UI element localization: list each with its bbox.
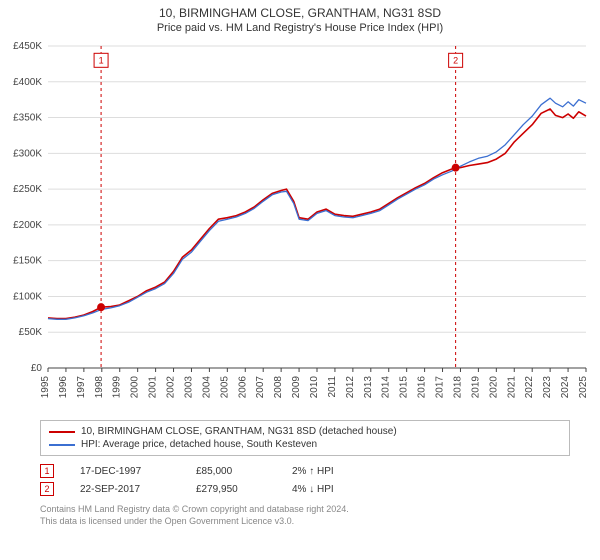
svg-text:2006: 2006 [237, 376, 248, 399]
svg-text:2001: 2001 [148, 376, 159, 399]
event-delta: 4% ↓ HPI [292, 484, 372, 495]
legend-swatch [49, 431, 75, 433]
svg-text:2002: 2002 [166, 376, 177, 399]
svg-text:2019: 2019 [470, 376, 481, 399]
svg-text:2021: 2021 [506, 376, 517, 399]
svg-text:£150K: £150K [13, 256, 42, 267]
svg-text:£250K: £250K [13, 184, 42, 195]
event-badge-num: 2 [44, 484, 49, 494]
event-date: 17-DEC-1997 [80, 466, 170, 477]
svg-text:£400K: £400K [13, 77, 42, 88]
svg-text:£100K: £100K [13, 291, 42, 302]
footnote-line: Contains HM Land Registry data © Crown c… [40, 504, 570, 516]
svg-text:1995: 1995 [40, 376, 51, 399]
svg-text:2013: 2013 [363, 376, 374, 399]
event-badge: 2 [40, 482, 54, 496]
svg-text:2017: 2017 [435, 376, 446, 399]
svg-text:2009: 2009 [291, 376, 302, 399]
svg-text:£450K: £450K [13, 41, 42, 52]
svg-text:1997: 1997 [76, 376, 87, 399]
event-row: 2 22-SEP-2017 £279,950 4% ↓ HPI [40, 480, 570, 498]
event-badge: 1 [40, 464, 54, 478]
svg-text:1: 1 [99, 55, 104, 65]
event-delta: 2% ↑ HPI [292, 466, 372, 477]
svg-text:£350K: £350K [13, 113, 42, 124]
svg-text:2000: 2000 [130, 376, 141, 399]
legend-label: HPI: Average price, detached house, Sout… [81, 439, 317, 450]
svg-text:2014: 2014 [381, 376, 392, 399]
event-date: 22-SEP-2017 [80, 484, 170, 495]
event-row: 1 17-DEC-1997 £85,000 2% ↑ HPI [40, 462, 570, 480]
svg-text:2003: 2003 [183, 376, 194, 399]
svg-text:£200K: £200K [13, 220, 42, 231]
svg-text:£50K: £50K [19, 327, 43, 338]
event-price: £85,000 [196, 466, 266, 477]
svg-text:1996: 1996 [58, 376, 69, 399]
svg-text:£0: £0 [31, 363, 43, 374]
svg-text:2010: 2010 [309, 376, 320, 399]
svg-text:2025: 2025 [578, 376, 589, 399]
svg-text:1999: 1999 [112, 376, 123, 399]
svg-text:2012: 2012 [345, 376, 356, 399]
legend-swatch [49, 444, 75, 446]
event-table: 1 17-DEC-1997 £85,000 2% ↑ HPI 2 22-SEP-… [40, 462, 570, 498]
svg-text:2: 2 [453, 55, 458, 65]
svg-text:2023: 2023 [542, 376, 553, 399]
svg-text:2016: 2016 [417, 376, 428, 399]
svg-text:2018: 2018 [452, 376, 463, 399]
svg-text:2004: 2004 [201, 376, 212, 399]
legend: 10, BIRMINGHAM CLOSE, GRANTHAM, NG31 8SD… [40, 420, 570, 456]
footnote: Contains HM Land Registry data © Crown c… [40, 504, 570, 527]
svg-text:2011: 2011 [327, 376, 338, 398]
chart-svg: £0 £50K £100K £150K £200K £250K £300K £350K £400… [0, 38, 600, 416]
footnote-line: This data is licensed under the Open Gov… [40, 516, 570, 528]
page-subtitle: Price paid vs. HM Land Registry's House … [0, 20, 600, 38]
legend-item: HPI: Average price, detached house, Sout… [49, 438, 561, 451]
price-chart: £0 £50K £100K £150K £200K £250K £300K £350K £400… [0, 38, 600, 416]
svg-text:2020: 2020 [488, 376, 499, 399]
legend-label: 10, BIRMINGHAM CLOSE, GRANTHAM, NG31 8SD… [81, 426, 397, 437]
svg-text:2005: 2005 [219, 376, 230, 399]
event-badge-num: 1 [44, 466, 49, 476]
legend-item: 10, BIRMINGHAM CLOSE, GRANTHAM, NG31 8SD… [49, 425, 561, 438]
svg-text:2022: 2022 [524, 376, 535, 399]
page-title: 10, BIRMINGHAM CLOSE, GRANTHAM, NG31 8SD [0, 0, 600, 20]
svg-text:2007: 2007 [255, 376, 266, 399]
event-price: £279,950 [196, 484, 266, 495]
svg-text:2008: 2008 [273, 376, 284, 399]
svg-text:1998: 1998 [94, 376, 105, 399]
svg-text:£300K: £300K [13, 148, 42, 159]
svg-text:2024: 2024 [560, 376, 571, 399]
svg-text:2015: 2015 [399, 376, 410, 399]
